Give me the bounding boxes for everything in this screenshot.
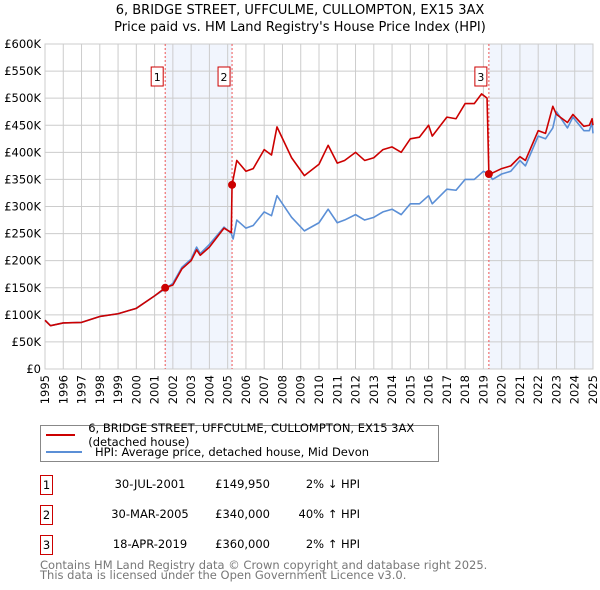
x-tick-label: 2013 [367, 375, 381, 404]
x-tick-label: 2007 [257, 375, 271, 404]
sale-point [484, 170, 493, 178]
legend-swatch-red [46, 434, 76, 436]
y-tick-label: £200K [4, 254, 41, 268]
transaction-hpi: 2% ↑ HPI [305, 537, 360, 551]
x-tick-label: 2012 [349, 375, 363, 404]
x-tick-label: 2022 [531, 375, 545, 404]
y-tick-label: £500K [4, 91, 41, 105]
transaction-price: £149,950 [215, 477, 270, 491]
x-tick-label: 2004 [202, 375, 216, 404]
marker-badge: 3 [40, 535, 53, 555]
x-tick-label: 2011 [330, 375, 344, 404]
footer-licence: This data is licensed under the Open Gov… [40, 568, 407, 582]
x-tick-label: 1997 [75, 375, 89, 404]
y-tick-label: £450K [4, 118, 41, 132]
transaction-date: 30-JUL-2001 [114, 477, 186, 491]
marker-badge: 1 [40, 475, 53, 495]
x-tick-label: 2021 [513, 375, 527, 404]
x-tick-label: 2024 [568, 375, 582, 404]
transaction-hpi: 40% ↑ HPI [298, 507, 360, 521]
x-tick-label: 2003 [184, 375, 198, 404]
x-tick-label: 2016 [422, 375, 436, 404]
x-tick-label: 2005 [221, 375, 235, 404]
y-tick-label: £250K [4, 227, 41, 241]
sale-label-box [217, 66, 231, 87]
sale-label-text: 1 [154, 71, 161, 84]
x-tick-label: 2001 [148, 375, 162, 404]
sale-label-2: 2 [217, 66, 231, 87]
x-tick-label: 2008 [275, 375, 289, 404]
transaction-price: £360,000 [215, 537, 270, 551]
x-tick-label: 2020 [495, 375, 509, 404]
footer-copyright: Contains HM Land Registry data © Crown c… [40, 558, 488, 572]
sale-label-3: 3 [474, 66, 488, 87]
sale-label-text: 2 [221, 71, 228, 84]
x-tick-label: 2023 [549, 375, 563, 404]
y-tick-label: £50K [12, 335, 42, 349]
chart-title: 6, BRIDGE STREET, UFFCULME, CULLOMPTON, … [115, 3, 485, 18]
plot-frame [44, 43, 594, 370]
x-tick-label: 2009 [294, 375, 308, 404]
sale-label-box [474, 66, 488, 87]
transaction-date: 30-MAR-2005 [111, 507, 189, 521]
x-tick-label: 1996 [56, 375, 70, 404]
x-tick-label: 2015 [403, 375, 417, 404]
transaction-hpi: 2% ↓ HPI [305, 477, 360, 491]
y-tick-label: £300K [4, 200, 41, 214]
x-tick-label: 2017 [440, 375, 454, 404]
x-tick-label: 2014 [385, 375, 399, 404]
x-tick-label: 2019 [476, 375, 490, 404]
legend-label: 6, BRIDGE STREET, UFFCULME, CULLOMPTON, … [88, 421, 415, 449]
sale-label-1: 1 [150, 66, 164, 87]
transaction-date: 18-APR-2019 [112, 537, 188, 551]
x-tick-label: 1995 [38, 375, 52, 404]
legend-item-hpi: HPI: Average price, detached house, Mid … [41, 444, 369, 460]
y-tick-label: £600K [4, 37, 41, 51]
y-tick-label: £100K [4, 308, 41, 322]
y-tick-label: £550K [4, 64, 41, 78]
x-tick-label: 2000 [129, 375, 143, 404]
legend-item-property: 6, BRIDGE STREET, UFFCULME, CULLOMPTON, … [41, 421, 438, 449]
hpi-line [44, 110, 594, 327]
y-tick-label: £350K [4, 172, 41, 186]
x-tick-label: 1999 [111, 375, 125, 404]
x-tick-label: 2010 [312, 375, 326, 404]
legend-label: HPI: Average price, detached house, Mid … [95, 445, 370, 459]
x-tick-label: 2018 [458, 375, 472, 404]
transaction-price: £340,000 [215, 507, 270, 521]
sale-label-box [150, 66, 164, 87]
y-tick-label: £0 [26, 362, 41, 376]
x-tick-label: 2006 [239, 375, 253, 404]
y-tick-label: £150K [4, 281, 41, 295]
x-tick-label: 2025 [586, 375, 600, 404]
marker-badge: 2 [40, 505, 53, 525]
footer: Contains HM Land Registry data © Crown c… [40, 558, 488, 582]
legend: 6, BRIDGE STREET, UFFCULME, CULLOMPTON, … [40, 421, 439, 462]
sale-point [228, 180, 237, 189]
price-chart: 1995 1996 1997 1998 1999 2000 2001 2002 2003 2004… [4, 37, 600, 404]
x-tick-label: 2002 [166, 375, 180, 404]
chart-subtitle: Price paid vs. HM Land Registry's House … [114, 20, 486, 35]
legend-swatch-blue [46, 451, 82, 453]
sale-label-text: 3 [477, 71, 484, 84]
sale-point [161, 283, 170, 292]
price-paid-line [44, 93, 594, 327]
y-tick-label: £400K [4, 145, 41, 159]
x-tick-label: 1998 [93, 375, 107, 404]
